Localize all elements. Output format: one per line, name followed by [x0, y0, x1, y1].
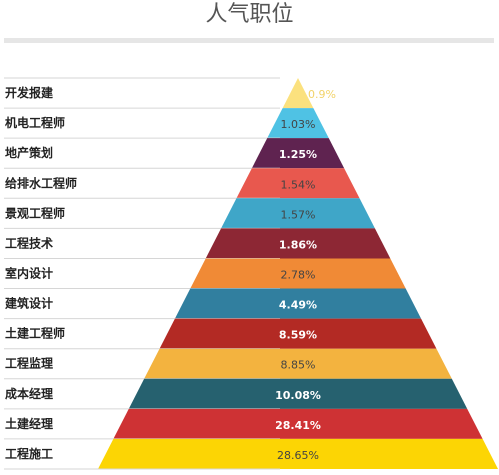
funnel-band-level-7[interactable] [190, 258, 406, 289]
value-label: 28.41% [275, 419, 321, 432]
value-label: 10.08% [275, 389, 321, 402]
value-label: 1.25% [279, 148, 317, 161]
category-label: 工程技术 [5, 235, 53, 250]
category-label: 成本经理 [5, 386, 53, 401]
funnel-band-level-12[interactable] [113, 408, 483, 439]
funnel-band-level-9[interactable] [159, 318, 437, 349]
category-label: 土建经理 [5, 416, 53, 431]
category-label: 室内设计 [5, 266, 53, 281]
funnel-band-level-6[interactable] [205, 228, 391, 259]
category-label: 机电工程师 [5, 115, 65, 130]
value-label: 8.59% [279, 329, 317, 342]
value-label: 1.86% [279, 238, 317, 251]
title-divider [4, 38, 494, 43]
value-label: 2.78% [281, 269, 316, 282]
category-label: 景观工程师 [5, 205, 65, 220]
funnel-band-level-8[interactable] [174, 288, 422, 319]
category-label: 工程监理 [5, 356, 53, 371]
value-label: 0.9% [308, 88, 336, 101]
category-label: 给排水工程师 [5, 175, 77, 190]
value-label: 8.85% [281, 359, 316, 372]
value-label: 4.49% [279, 299, 317, 312]
funnel-band-level-11[interactable] [128, 378, 468, 409]
category-label: 土建工程师 [5, 326, 65, 341]
funnel-band-level-2[interactable] [267, 108, 329, 139]
category-label: 建筑设计 [4, 296, 53, 311]
funnel-band-level-4[interactable] [236, 168, 360, 199]
funnel-band-level-13[interactable] [98, 438, 498, 469]
chart-title: 人气职位 [205, 2, 294, 27]
category-label: 地产策划 [5, 145, 53, 160]
category-label: 工程施工 [5, 446, 53, 461]
funnel-band-level-10[interactable] [144, 348, 452, 379]
value-label: 1.54% [281, 178, 316, 191]
value-label: 28.65% [277, 449, 319, 462]
value-label: 1.03% [281, 118, 316, 131]
funnel-band-level-1[interactable] [282, 78, 314, 109]
value-label: 1.57% [281, 208, 316, 221]
funnel-band-level-5[interactable] [221, 198, 375, 229]
category-label: 开发报建 [5, 85, 54, 100]
funnel-band-level-3[interactable] [251, 138, 345, 169]
